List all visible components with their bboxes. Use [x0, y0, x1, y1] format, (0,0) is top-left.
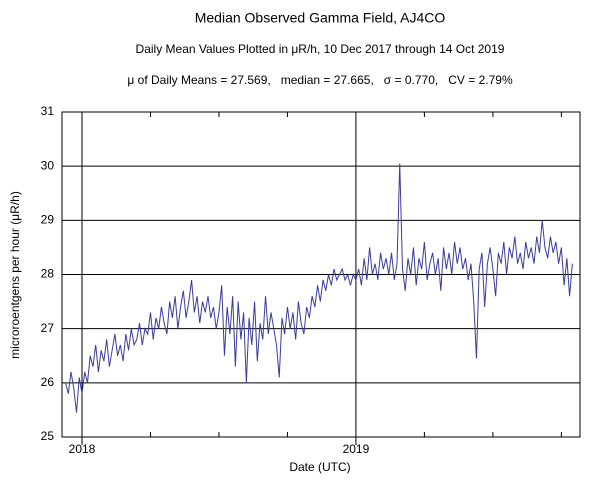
y-axis-label: microroentgens per hour (μR/h) [8, 191, 22, 359]
x-tick-label: 2018 [69, 442, 96, 456]
chart-subtitle: Daily Mean Values Plotted in μR/h, 10 De… [136, 42, 505, 56]
y-tick-label: 29 [41, 213, 55, 227]
x-tick-label: 2019 [343, 442, 370, 456]
stats-annotation: μ of Daily Means = 27.569, median = 27.6… [127, 73, 513, 87]
y-tick-label: 30 [41, 158, 55, 172]
y-tick-label: 28 [41, 267, 55, 281]
y-tick-label: 26 [41, 375, 55, 389]
y-tick-label: 27 [41, 321, 55, 335]
x-axis-label: Date (UTC) [289, 460, 350, 474]
data-line [65, 163, 573, 413]
chart-title: Median Observed Gamma Field, AJ4CO [195, 10, 446, 26]
y-tick-label: 31 [41, 104, 55, 118]
y-tick-label: 25 [41, 429, 55, 443]
